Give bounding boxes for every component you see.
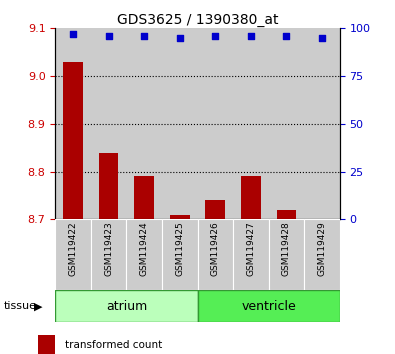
Bar	[269, 219, 304, 290]
Point	[70, 31, 76, 37]
Text: GSM119424: GSM119424	[140, 222, 149, 276]
Bar	[304, 219, 340, 290]
Bar	[241, 177, 261, 219]
Bar	[126, 28, 162, 219]
Text: ▶: ▶	[34, 301, 42, 311]
Bar	[126, 219, 162, 290]
Point	[319, 35, 325, 41]
Text: GSM119425: GSM119425	[175, 222, 184, 276]
Bar	[55, 28, 91, 219]
Bar	[233, 219, 269, 290]
Bar	[99, 153, 118, 219]
Bar	[304, 28, 340, 219]
Text: GSM119427: GSM119427	[246, 222, 255, 276]
Text: tissue: tissue	[4, 301, 37, 311]
Bar	[134, 177, 154, 219]
Bar	[198, 290, 340, 322]
Bar	[269, 28, 304, 219]
Bar	[38, 335, 55, 354]
Bar	[162, 28, 198, 219]
Point	[283, 33, 290, 39]
Point	[141, 33, 147, 39]
Bar	[55, 219, 91, 290]
Bar	[63, 62, 83, 219]
Bar	[205, 200, 225, 219]
Bar	[198, 219, 233, 290]
Bar	[91, 28, 126, 219]
Point	[177, 35, 183, 41]
Text: GSM119423: GSM119423	[104, 222, 113, 276]
Point	[248, 33, 254, 39]
Text: transformed count: transformed count	[65, 340, 162, 350]
Text: GSM119422: GSM119422	[69, 222, 77, 276]
Bar	[170, 215, 190, 219]
Title: GDS3625 / 1390380_at: GDS3625 / 1390380_at	[117, 13, 278, 27]
Point	[105, 33, 112, 39]
Bar	[91, 219, 126, 290]
Point	[212, 33, 218, 39]
Bar	[162, 219, 198, 290]
Bar	[233, 28, 269, 219]
Text: GSM119428: GSM119428	[282, 222, 291, 276]
Text: ventricle: ventricle	[241, 300, 296, 313]
Bar	[55, 290, 198, 322]
Bar	[198, 28, 233, 219]
Text: atrium: atrium	[106, 300, 147, 313]
Text: GSM119426: GSM119426	[211, 222, 220, 276]
Bar	[276, 210, 296, 219]
Text: GSM119429: GSM119429	[318, 222, 326, 276]
